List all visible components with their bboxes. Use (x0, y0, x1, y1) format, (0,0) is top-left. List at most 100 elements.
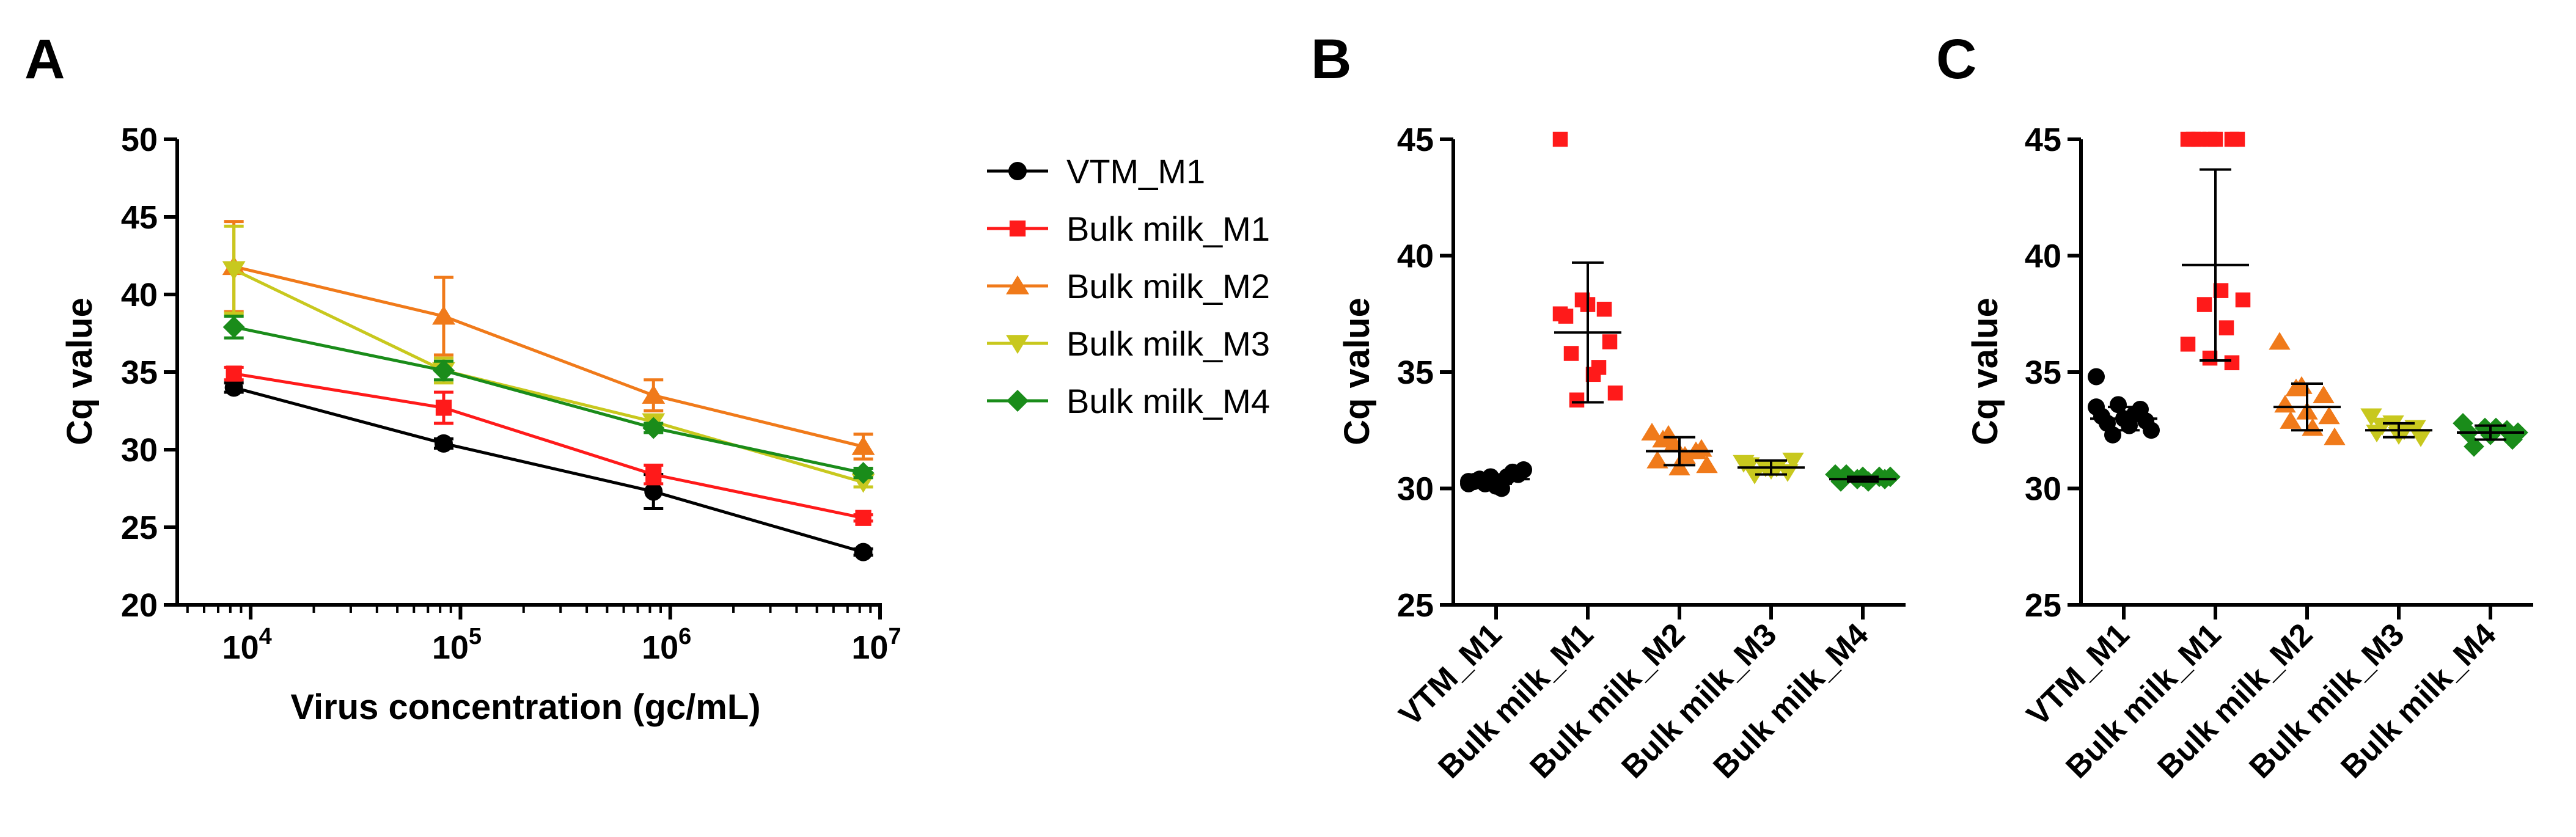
panel-a-point-bulk-milk-m1 (855, 510, 872, 526)
panel-a-line-bulk-milk-m2 (233, 265, 864, 448)
panel-label-c: C (1936, 28, 1976, 90)
panel-c-point-bulk-milk-m3 (2360, 408, 2382, 426)
panel-b-point-bulk-milk-m2 (1668, 458, 1690, 476)
panel-b-point-bulk-milk-m3 (1744, 466, 1766, 484)
panel-a-ytick-label: 45 (121, 199, 158, 236)
panel-c-point-bulk-milk-m1 (2235, 292, 2251, 308)
panel-b-point-bulk-milk-m1 (1552, 306, 1568, 321)
panel-a-xtick-label: 106 (642, 624, 691, 666)
panel-a-point-bulk-milk-m2 (431, 305, 455, 325)
panel-a-ytick-label: 35 (121, 354, 158, 391)
panel-b-point-bulk-milk-m1 (1591, 360, 1607, 375)
panel-a-point-bulk-milk-m2 (851, 436, 875, 455)
panel-a-line-chart: Cq value Virus concentration (gc/mL) VTM… (60, 122, 1270, 727)
panel-b-xtick-label: Bulk milk_M2 (1523, 616, 1692, 785)
panel-c-ytick-label: 40 (2025, 238, 2061, 275)
panel-a-legend: VTM_M1 Bulk milk_M1 Bulk milk_M2 Bulk milk_… (987, 152, 1270, 420)
panel-b-xtick-label: Bulk milk_M3 (1615, 616, 1783, 785)
legend-marker-vtm-m1 (1008, 162, 1027, 180)
panel-b-point-vtm-m1 (1460, 473, 1477, 491)
panel-c-point-bulk-milk-m1 (2224, 355, 2240, 371)
panel-c-point-bulk-milk-m1 (2191, 131, 2207, 147)
panel-b-xtick-label: Bulk milk_M1 (1431, 616, 1600, 785)
panel-b-point-bulk-milk-m1 (1552, 131, 1568, 147)
panel-c-ytick-label: 45 (2025, 122, 2061, 158)
panel-a-point-vtm-m1 (224, 378, 243, 397)
legend-marker-bulk-milk-m4 (1007, 390, 1029, 412)
panel-c-point-vtm-m1 (2088, 368, 2105, 386)
panel-a-ytick-label: 20 (121, 587, 158, 624)
panel-a-ytick-label: 25 (121, 510, 158, 546)
panel-a-line-vtm-m1 (233, 386, 864, 554)
panel-a-ylabel: Cq value (60, 298, 100, 445)
legend-label-vtm-m1: VTM_M1 (1066, 152, 1205, 191)
panel-b-point-bulk-milk-m1 (1563, 346, 1579, 361)
panel-a-point-bulk-milk-m1 (645, 466, 662, 483)
panel-a-point-vtm-m1 (434, 434, 453, 453)
panel-a-point-bulk-milk-m4 (852, 462, 875, 484)
panel-a-ytick-label: 40 (121, 277, 158, 313)
panel-a-point-bulk-milk-m3 (222, 261, 246, 280)
panel-c-point-bulk-milk-m1 (2180, 337, 2196, 352)
panel-c-point-bulk-milk-m4 (2502, 429, 2523, 450)
panel-c-point-bulk-milk-m4 (2497, 420, 2517, 441)
panel-b-point-vtm-m1 (1499, 468, 1516, 486)
panel-c-point-vtm-m1 (2088, 398, 2105, 416)
panel-b-xtick-label: Bulk milk_M4 (1706, 616, 1875, 785)
panel-b-ylabel: Cq value (1337, 298, 1377, 445)
panel-b-point-vtm-m1 (1515, 461, 1532, 479)
legend-label-bulk-milk-m3: Bulk milk_M3 (1066, 324, 1270, 363)
panel-label-a: A (24, 28, 65, 90)
panel-a-point-bulk-milk-m4 (642, 417, 665, 439)
panel-b-ytick-label: 40 (1397, 238, 1434, 275)
legend-marker-bulk-milk-m3 (1006, 335, 1029, 354)
panel-c-point-bulk-milk-m2 (2324, 427, 2346, 445)
panel-c-ytick-label: 35 (2025, 354, 2061, 391)
panel-c-point-bulk-milk-m3 (2410, 429, 2432, 447)
panel-c-point-bulk-milk-m2 (2302, 418, 2324, 436)
panel-b-point-bulk-milk-m1 (1596, 301, 1612, 317)
panel-b-ytick-label: 35 (1397, 354, 1434, 391)
panel-b-point-bulk-milk-m1 (1602, 334, 1618, 349)
panel-c-ylabel: Cq value (1965, 298, 2005, 445)
panel-a-xtick-label: 107 (851, 624, 901, 666)
panel-c-point-bulk-milk-m1 (2196, 297, 2212, 312)
panel-c-point-bulk-milk-m4 (2464, 436, 2484, 457)
panel-c-point-bulk-milk-m2 (2313, 386, 2335, 403)
panel-b-ytick-label: 30 (1397, 471, 1434, 508)
panel-a-ytick-label: 30 (121, 432, 158, 469)
panel-c-point-bulk-milk-m1 (2218, 320, 2234, 335)
panel-a-ytick-label: 50 (121, 122, 158, 158)
panel-b-ytick-label: 45 (1397, 122, 1434, 158)
legend-marker-bulk-milk-m2 (1006, 275, 1029, 294)
panel-a-xtick-label: 105 (432, 624, 482, 666)
panel-b-point-bulk-milk-m3 (1738, 457, 1760, 475)
panel-c-xtick-label: Bulk milk_M3 (2242, 616, 2411, 785)
panel-c-point-vtm-m1 (2104, 426, 2121, 444)
panel-a-line-bulk-milk-m3 (233, 268, 864, 484)
panel-a-point-bulk-milk-m4 (432, 359, 455, 382)
panel-a-xlabel: Virus concentration (gc/mL) (290, 687, 760, 727)
panel-c-point-bulk-milk-m2 (2269, 332, 2291, 350)
panel-b-point-bulk-milk-m2 (1641, 422, 1663, 440)
panel-b-point-bulk-milk-m2 (1696, 455, 1718, 473)
panel-c-ytick-label: 25 (2025, 587, 2061, 624)
panel-c-point-bulk-milk-m2 (2274, 395, 2296, 413)
panel-a-xtick-label: 104 (222, 624, 272, 666)
panel-b-ytick-label: 25 (1397, 587, 1434, 624)
panel-c-point-bulk-milk-m1 (2229, 131, 2245, 147)
panel-c-point-bulk-milk-m2 (2285, 378, 2307, 397)
panel-b-point-bulk-milk-m4 (1880, 466, 1901, 488)
legend-label-bulk-milk-m2: Bulk milk_M2 (1066, 267, 1270, 305)
panel-c-xtick-label: Bulk milk_M4 (2334, 616, 2503, 785)
panel-c-xtick-label: Bulk milk_M2 (2151, 616, 2319, 785)
panel-c-point-bulk-milk-m2 (2280, 411, 2302, 429)
panel-label-b: B (1311, 28, 1351, 90)
legend-label-bulk-milk-m4: Bulk milk_M4 (1066, 382, 1270, 420)
panel-a-line-bulk-milk-m1 (233, 372, 864, 520)
panel-c-xtick-label: Bulk milk_M1 (2059, 616, 2228, 785)
panel-c-point-bulk-milk-m2 (2318, 406, 2340, 425)
